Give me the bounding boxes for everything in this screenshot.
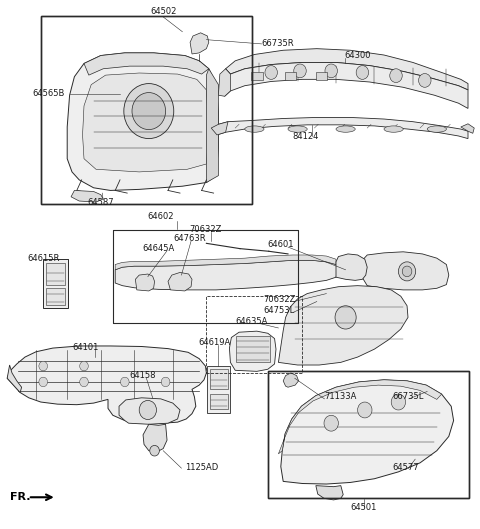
Circle shape xyxy=(161,377,170,387)
Bar xyxy=(46,263,65,285)
Polygon shape xyxy=(115,260,338,290)
Ellipse shape xyxy=(245,126,264,132)
Text: 64615R: 64615R xyxy=(28,254,60,263)
Polygon shape xyxy=(217,117,468,139)
Text: 64619A: 64619A xyxy=(198,338,230,348)
Text: 70632Z: 70632Z xyxy=(190,224,222,234)
Polygon shape xyxy=(7,346,206,423)
Polygon shape xyxy=(206,69,218,183)
Polygon shape xyxy=(278,286,408,365)
Text: 64300: 64300 xyxy=(345,51,371,60)
Circle shape xyxy=(391,394,406,410)
Bar xyxy=(113,230,298,323)
Polygon shape xyxy=(84,53,209,75)
Circle shape xyxy=(120,377,129,387)
Circle shape xyxy=(335,306,356,329)
Circle shape xyxy=(124,84,174,139)
Text: 64753L: 64753L xyxy=(263,306,294,315)
Polygon shape xyxy=(336,254,367,280)
Bar xyxy=(41,16,252,204)
Circle shape xyxy=(139,400,156,419)
Bar xyxy=(207,366,230,413)
Ellipse shape xyxy=(384,126,403,132)
Bar xyxy=(41,16,252,204)
Circle shape xyxy=(358,402,372,418)
Text: 70632Z: 70632Z xyxy=(263,295,295,304)
Bar xyxy=(268,371,469,498)
Bar xyxy=(210,394,228,409)
Circle shape xyxy=(402,266,412,277)
Circle shape xyxy=(356,66,369,79)
Text: 64601: 64601 xyxy=(268,240,294,250)
Circle shape xyxy=(265,66,277,79)
Circle shape xyxy=(324,415,338,431)
Bar xyxy=(236,336,270,362)
Polygon shape xyxy=(115,255,336,270)
Text: 64158: 64158 xyxy=(130,371,156,380)
Polygon shape xyxy=(281,380,454,484)
Circle shape xyxy=(80,361,88,371)
Ellipse shape xyxy=(336,126,355,132)
Polygon shape xyxy=(225,62,468,108)
Text: FR.: FR. xyxy=(10,492,30,502)
Polygon shape xyxy=(218,69,230,96)
Circle shape xyxy=(325,64,337,78)
Text: 64635A: 64635A xyxy=(235,316,267,326)
Text: 64763R: 64763R xyxy=(174,234,206,243)
Text: 64501: 64501 xyxy=(351,503,377,513)
Polygon shape xyxy=(283,373,299,387)
Text: 1125AD: 1125AD xyxy=(185,462,218,472)
Circle shape xyxy=(390,69,402,83)
Circle shape xyxy=(398,262,416,281)
Text: 64645A: 64645A xyxy=(142,243,174,253)
Bar xyxy=(206,296,302,373)
Polygon shape xyxy=(143,424,167,452)
Circle shape xyxy=(39,377,48,387)
Ellipse shape xyxy=(427,126,446,132)
Polygon shape xyxy=(461,124,474,133)
Bar xyxy=(210,369,228,389)
Bar xyxy=(113,230,298,323)
Circle shape xyxy=(294,64,306,78)
Text: 66735L: 66735L xyxy=(393,392,424,402)
Text: 64101: 64101 xyxy=(72,343,98,352)
Bar xyxy=(268,371,469,498)
Bar xyxy=(251,72,263,80)
Circle shape xyxy=(150,445,159,456)
Text: 64577: 64577 xyxy=(393,463,419,472)
Bar xyxy=(46,288,65,305)
Circle shape xyxy=(132,93,166,130)
Polygon shape xyxy=(360,252,449,290)
Polygon shape xyxy=(135,274,155,291)
Polygon shape xyxy=(190,33,209,54)
Circle shape xyxy=(80,377,88,387)
Polygon shape xyxy=(226,49,468,90)
Polygon shape xyxy=(119,398,180,424)
Circle shape xyxy=(419,74,431,87)
Text: 64587: 64587 xyxy=(87,197,114,207)
Bar xyxy=(285,72,296,80)
Text: 64565B: 64565B xyxy=(32,89,64,98)
Text: 84124: 84124 xyxy=(293,132,319,141)
Text: 64602: 64602 xyxy=(148,212,174,222)
Circle shape xyxy=(39,361,48,371)
Bar xyxy=(316,72,327,80)
Polygon shape xyxy=(211,122,228,135)
Polygon shape xyxy=(83,73,209,172)
Bar xyxy=(43,259,68,308)
Polygon shape xyxy=(168,272,192,291)
Polygon shape xyxy=(67,53,218,190)
Polygon shape xyxy=(278,380,442,454)
Text: 71133A: 71133A xyxy=(324,392,357,402)
Polygon shape xyxy=(7,365,22,393)
Text: 64502: 64502 xyxy=(150,7,176,16)
Text: 66735R: 66735R xyxy=(262,39,294,49)
Polygon shape xyxy=(229,331,276,371)
Polygon shape xyxy=(316,486,343,500)
Ellipse shape xyxy=(288,126,307,132)
Polygon shape xyxy=(71,190,103,202)
